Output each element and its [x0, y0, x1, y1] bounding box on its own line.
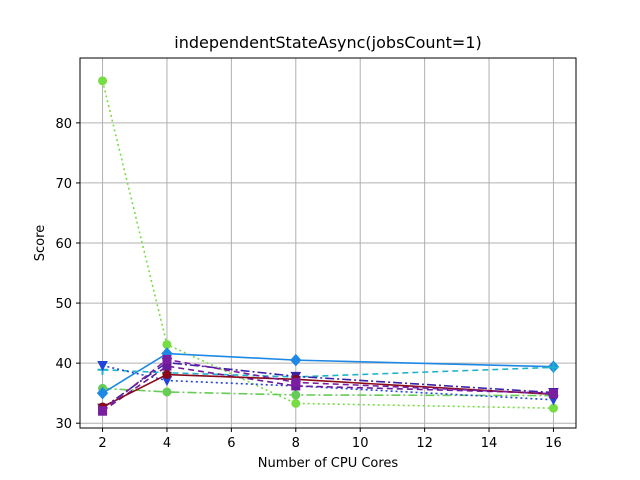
series-9: [98, 355, 558, 416]
data-point: [548, 389, 558, 399]
series-line: [102, 352, 554, 394]
series-line: [102, 366, 554, 378]
series-line: [102, 373, 554, 408]
x-tick-label: 6: [227, 436, 235, 451]
x-tick-label: 12: [416, 436, 433, 451]
series-line: [102, 365, 554, 412]
data-point: [548, 362, 559, 373]
x-tick-label: 16: [545, 436, 562, 451]
x-tick-label: 8: [292, 436, 300, 451]
y-axis-label: Score: [33, 225, 48, 261]
data-point: [98, 76, 108, 86]
series-line: [102, 364, 554, 401]
ticks: 2 4 6 8 10 12 14 16 30 40 50 60 70 80: [55, 117, 561, 451]
chart-title: independentStateAsync(jobsCount=1): [174, 33, 482, 52]
x-tick-label: 14: [481, 436, 498, 451]
data-point: [291, 398, 301, 408]
x-tick-label: 4: [163, 436, 171, 451]
data-point: [290, 353, 302, 367]
data-point: [162, 355, 172, 365]
data-point: [291, 377, 301, 387]
data-point: [98, 406, 108, 416]
series-3: [96, 347, 560, 400]
series-layer: [96, 76, 560, 416]
series-line: [101, 80, 554, 409]
data-point: [162, 387, 172, 397]
data-point: [291, 390, 301, 400]
y-tick-label: 60: [55, 237, 72, 252]
x-axis-label: Number of CPU Cores: [258, 456, 399, 471]
data-point: [96, 386, 109, 400]
y-tick-label: 70: [55, 177, 72, 192]
y-tick-label: 50: [55, 297, 72, 312]
x-tick-label: 10: [352, 436, 369, 451]
y-tick-label: 80: [55, 117, 72, 132]
grid: [80, 58, 576, 428]
y-tick-label: 40: [55, 357, 72, 372]
series-line: [102, 358, 554, 412]
x-tick-label: 2: [98, 436, 106, 451]
data-point: [97, 361, 108, 372]
data-point: [548, 403, 558, 413]
y-tick-label: 30: [55, 417, 72, 432]
data-point: [162, 370, 172, 380]
